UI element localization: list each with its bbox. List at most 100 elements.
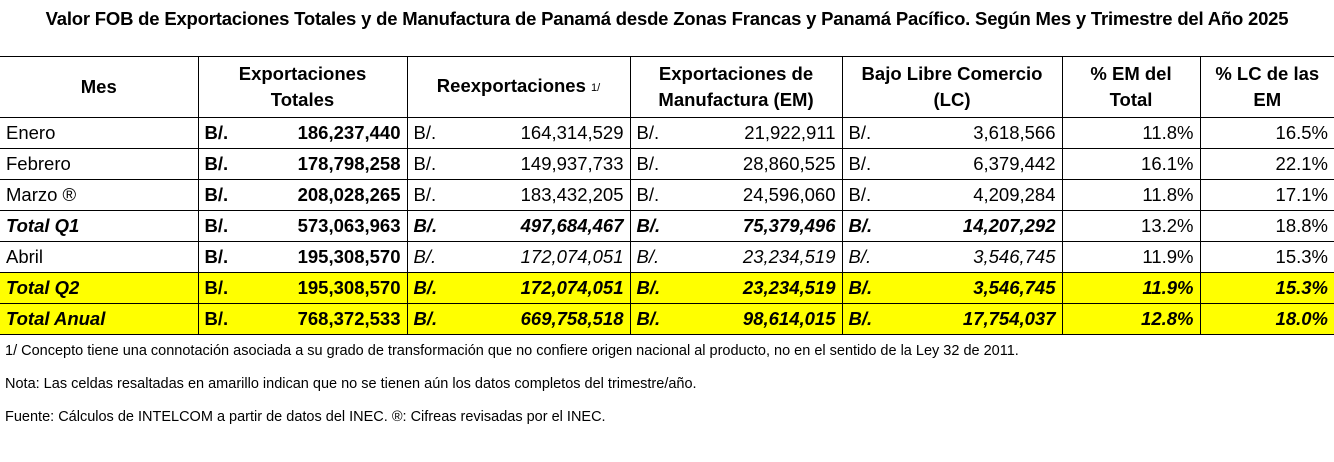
header-cell: % LC de las EM [1199, 56, 1334, 118]
table-cell: 11.8% [1062, 179, 1201, 211]
table-cell: 16.5% [1200, 117, 1334, 149]
header-text: Exportaciones de Manufactura (EM) [658, 63, 814, 110]
table-row: Marzo ® B/. 208,028,265 B/. 183,432,205 B/. 24… [0, 179, 1334, 211]
table-cell: 195,308,570 [258, 241, 408, 273]
table-cell: B/. [842, 303, 913, 335]
table-cell: 3,618,566 [912, 117, 1063, 149]
header-row: Mes Exportaciones Totales Reexportaciones … [0, 56, 1334, 118]
table-cell: Total Q2 [0, 272, 199, 304]
table-cell: Total Q1 [0, 210, 199, 242]
table-cell: B/. [630, 148, 701, 180]
table-cell: 98,614,015 [700, 303, 843, 335]
data-table: Mes Exportaciones Totales Reexportaciones … [0, 56, 1334, 335]
table-cell: Marzo ® [0, 179, 199, 211]
table-cell: 18.0% [1200, 303, 1334, 335]
table-cell: 172,074,051 [477, 272, 631, 304]
header-text: Reexportaciones [436, 75, 586, 96]
table-row: Total Q2 B/. 195,308,570 B/. 172,074,051 B/. 2… [0, 272, 1334, 304]
table-row: Enero B/. 186,237,440 B/. 164,314,529 B/. 21,9… [0, 117, 1334, 149]
table-cell: B/. [198, 303, 258, 335]
header-text: % LC de las EM [1215, 63, 1320, 110]
table-row: Febrero B/. 178,798,258 B/. 149,937,733 B/. 28… [0, 148, 1334, 180]
table-cell: B/. [842, 179, 913, 211]
table-cell: B/. [198, 117, 258, 149]
table-cell: B/. [198, 148, 258, 180]
table-cell: Total Anual [0, 303, 199, 335]
table-cell: B/. [630, 210, 701, 242]
table-cell: B/. [630, 241, 701, 273]
table-cell: 178,798,258 [258, 148, 408, 180]
table-cell: B/. [630, 179, 701, 211]
table-cell: 16.1% [1062, 148, 1201, 180]
table-cell: 17,754,037 [912, 303, 1063, 335]
header-text: Bajo Libre Comercio (LC) [861, 63, 1043, 110]
table-cell: B/. [198, 272, 258, 304]
table-cell: B/. [407, 148, 477, 180]
table-cell: 3,546,745 [912, 241, 1063, 273]
table-cell: 195,308,570 [258, 272, 408, 304]
table-cell: B/. [407, 210, 477, 242]
table-cell: B/. [407, 272, 477, 304]
table-cell: B/. [198, 241, 258, 273]
table-cell: 75,379,496 [700, 210, 843, 242]
table-cell: 12.8% [1062, 303, 1201, 335]
table-cell: B/. [407, 117, 477, 149]
table-cell: B/. [842, 117, 913, 149]
header-text: Exportaciones Totales [238, 63, 367, 110]
table-cell: 3,546,745 [912, 272, 1063, 304]
table-cell: B/. [842, 148, 913, 180]
table-cell: B/. [630, 117, 701, 149]
table-cell: 15.3% [1200, 272, 1334, 304]
table-cell: 208,028,265 [258, 179, 408, 211]
header-cell: Exportaciones Totales [197, 56, 408, 118]
table-cell: B/. [407, 303, 477, 335]
table-cell: 183,432,205 [477, 179, 631, 211]
table-cell: 149,937,733 [477, 148, 631, 180]
table-cell: 4,209,284 [912, 179, 1063, 211]
table-cell: 172,074,051 [477, 241, 631, 273]
table-cell: 23,234,519 [700, 241, 843, 273]
table-cell: 23,234,519 [700, 272, 843, 304]
table-cell: B/. [198, 179, 258, 211]
header-cell: Bajo Libre Comercio (LC) [841, 56, 1063, 118]
header-cell: Reexportaciones 1/ [406, 56, 631, 118]
table-row: Total Anual B/. 768,372,533 B/. 669,758,518 B… [0, 303, 1334, 335]
table-cell: 21,922,911 [700, 117, 843, 149]
table-cell: 573,063,963 [258, 210, 408, 242]
table-cell: 11.8% [1062, 117, 1201, 149]
table-cell: B/. [407, 179, 477, 211]
table-cell: Febrero [0, 148, 199, 180]
table-row: Abril B/. 195,308,570 B/. 172,074,051 B/. 23,2… [0, 241, 1334, 273]
header-text: Mes [80, 76, 117, 97]
table-cell: 11.9% [1062, 272, 1201, 304]
table-cell: 186,237,440 [258, 117, 408, 149]
table-body: Enero B/. 186,237,440 B/. 164,314,529 B/. 21,9… [0, 117, 1334, 335]
table-cell: B/. [198, 210, 258, 242]
note-line: Nota: Las celdas resaltadas en amarillo … [5, 376, 697, 392]
note-line: 1/ Concepto tiene una connotación asocia… [5, 343, 1019, 359]
table-cell: B/. [407, 241, 477, 273]
header-cell: Mes [0, 56, 199, 118]
table-cell: 164,314,529 [477, 117, 631, 149]
table-cell: 13.2% [1062, 210, 1201, 242]
header-cell: % EM del Total [1061, 56, 1201, 118]
table-cell: B/. [630, 272, 701, 304]
note-line: Fuente: Cálculos de INTELCOM a partir de… [5, 409, 606, 425]
table-cell: B/. [630, 303, 701, 335]
table-cell: 6,379,442 [912, 148, 1063, 180]
table-cell: B/. [842, 241, 913, 273]
header-note: 1/ [591, 82, 601, 94]
table-cell: 11.9% [1062, 241, 1201, 273]
table-cell: B/. [842, 210, 913, 242]
table-row: Total Q1 B/. 573,063,963 B/. 497,684,467 B/. 7… [0, 210, 1334, 242]
table-cell: B/. [842, 272, 913, 304]
table-cell: Enero [0, 117, 199, 149]
table-cell: 15.3% [1200, 241, 1334, 273]
table-cell: 17.1% [1200, 179, 1334, 211]
table-cell: 28,860,525 [700, 148, 843, 180]
table-cell: 18.8% [1200, 210, 1334, 242]
table-cell: 768,372,533 [258, 303, 408, 335]
table-cell: 497,684,467 [477, 210, 631, 242]
table-cell: 22.1% [1200, 148, 1334, 180]
notes: 1/ Concepto tiene una connotación asocia… [0, 335, 1334, 434]
